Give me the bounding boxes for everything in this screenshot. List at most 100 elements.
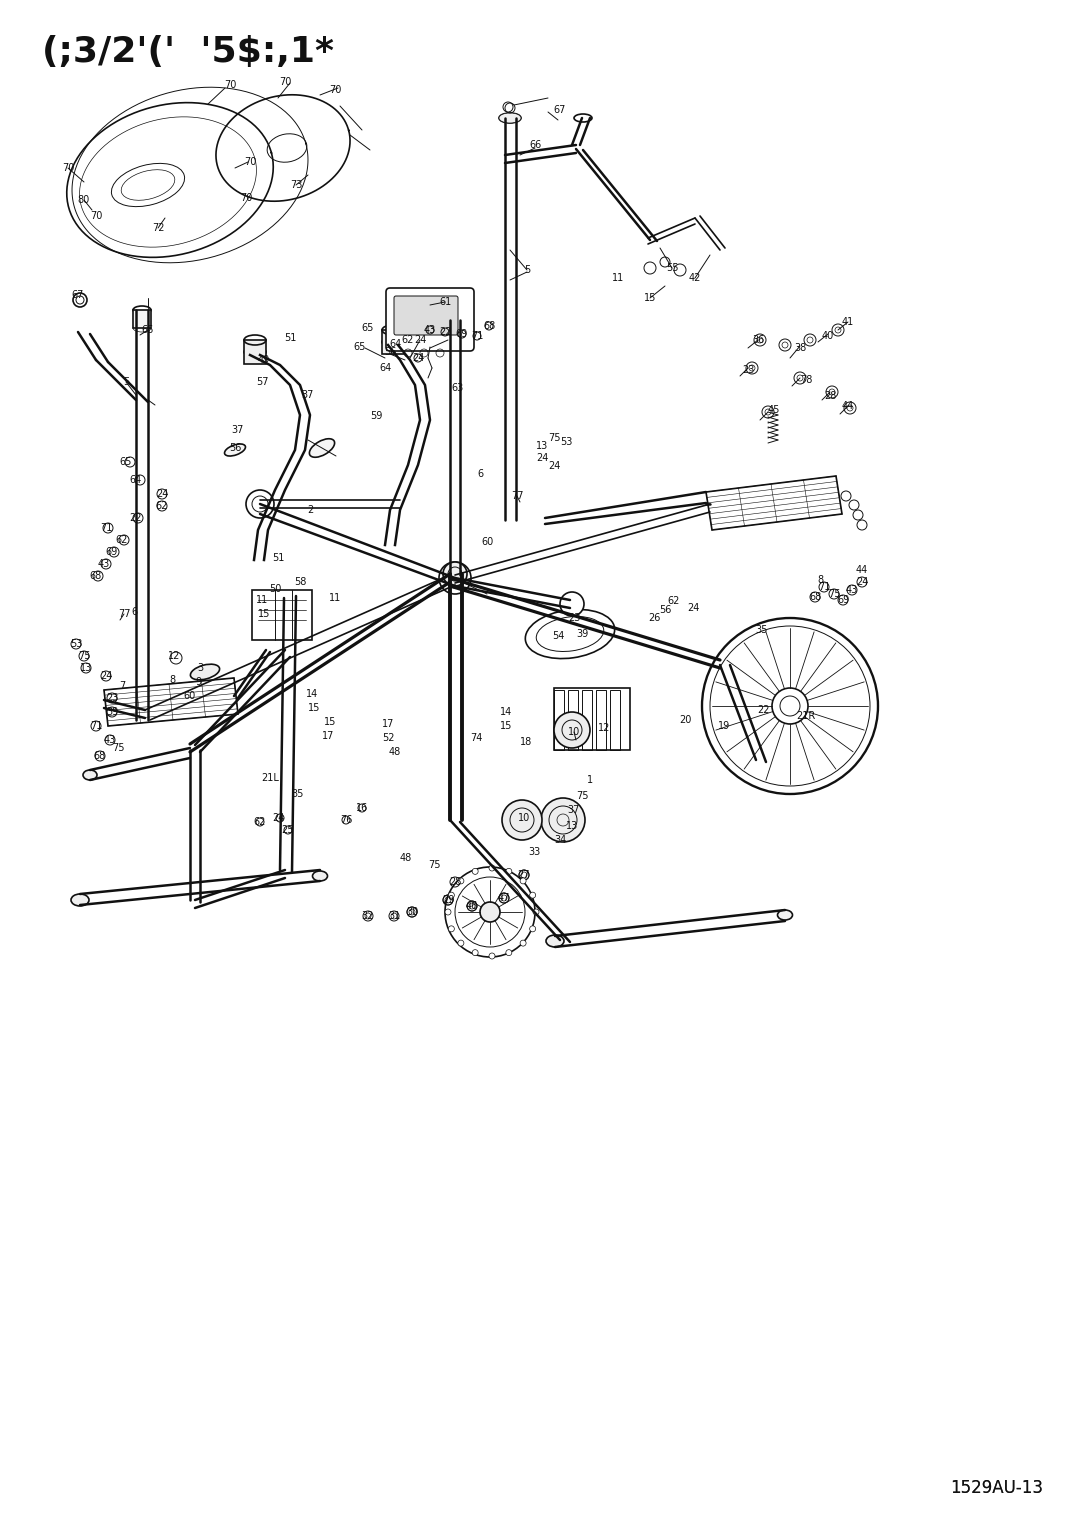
Text: 43: 43 — [846, 585, 859, 596]
Text: 23: 23 — [742, 365, 754, 376]
Text: 78: 78 — [800, 376, 812, 385]
Text: 23: 23 — [568, 612, 580, 623]
Text: 31: 31 — [388, 912, 400, 921]
Text: 25: 25 — [282, 825, 294, 835]
Text: 27: 27 — [517, 870, 530, 880]
Text: 48: 48 — [389, 747, 401, 757]
Text: 69: 69 — [106, 547, 118, 557]
Text: 64: 64 — [130, 475, 143, 486]
Text: 53: 53 — [70, 638, 82, 649]
Text: 2: 2 — [307, 505, 313, 515]
Circle shape — [489, 953, 495, 959]
Text: 54: 54 — [552, 631, 564, 641]
Text: 67: 67 — [554, 105, 566, 115]
Text: 58: 58 — [294, 577, 307, 586]
Text: 38: 38 — [794, 344, 806, 353]
Bar — [554, 690, 564, 750]
Text: 76: 76 — [340, 815, 352, 825]
Text: 50: 50 — [269, 583, 281, 594]
Text: 10: 10 — [568, 727, 580, 738]
Circle shape — [480, 902, 500, 922]
Ellipse shape — [446, 571, 464, 579]
Text: 15: 15 — [644, 293, 657, 302]
Text: 72: 72 — [152, 223, 164, 234]
Text: 47: 47 — [498, 893, 510, 902]
Circle shape — [472, 950, 478, 956]
Text: 65: 65 — [362, 324, 374, 333]
Text: 62: 62 — [254, 817, 266, 828]
Bar — [382, 330, 404, 354]
Text: 62: 62 — [116, 534, 129, 545]
Circle shape — [561, 592, 584, 615]
Text: 34: 34 — [554, 835, 566, 844]
Text: 22: 22 — [438, 327, 451, 337]
Text: 37: 37 — [232, 425, 244, 435]
Text: 1529AU-13: 1529AU-13 — [950, 1480, 1043, 1496]
Text: 69: 69 — [837, 596, 849, 605]
Text: 28: 28 — [449, 876, 461, 887]
Text: 70: 70 — [224, 79, 237, 90]
Text: 8: 8 — [816, 576, 823, 585]
Ellipse shape — [499, 113, 521, 124]
Text: 5: 5 — [123, 377, 130, 386]
Text: 75: 75 — [827, 589, 840, 599]
Circle shape — [541, 799, 585, 841]
Circle shape — [445, 909, 451, 915]
Text: 13: 13 — [80, 663, 92, 673]
Circle shape — [458, 941, 464, 947]
Text: 30: 30 — [406, 907, 418, 918]
Text: 70: 70 — [279, 76, 292, 87]
Text: 73: 73 — [289, 180, 302, 189]
Ellipse shape — [546, 935, 564, 947]
Bar — [568, 690, 578, 750]
Text: 35: 35 — [292, 789, 305, 799]
Text: 70: 70 — [328, 86, 341, 95]
Text: 68: 68 — [809, 592, 821, 602]
Circle shape — [529, 892, 536, 898]
Text: 67: 67 — [71, 290, 84, 299]
Circle shape — [443, 562, 467, 586]
Text: 24: 24 — [855, 577, 868, 586]
Text: 56: 56 — [659, 605, 671, 615]
FancyBboxPatch shape — [386, 289, 474, 351]
Text: 46: 46 — [465, 901, 478, 912]
Circle shape — [246, 490, 274, 518]
Circle shape — [505, 950, 512, 956]
Text: 24: 24 — [536, 454, 549, 463]
Text: 80: 80 — [78, 195, 90, 205]
Text: 77: 77 — [511, 492, 523, 501]
Text: 24: 24 — [414, 334, 427, 345]
Circle shape — [458, 878, 464, 884]
Ellipse shape — [190, 664, 219, 680]
Text: 24: 24 — [548, 461, 561, 470]
Text: 24: 24 — [411, 353, 424, 363]
Text: 16: 16 — [356, 803, 368, 812]
FancyBboxPatch shape — [394, 296, 458, 334]
Text: 9: 9 — [194, 676, 201, 687]
Bar — [582, 690, 592, 750]
Circle shape — [448, 925, 455, 931]
Text: 69: 69 — [456, 328, 468, 339]
Text: 75: 75 — [78, 651, 91, 661]
Text: 26: 26 — [648, 612, 660, 623]
Circle shape — [489, 864, 495, 870]
Circle shape — [448, 892, 455, 898]
Text: 61: 61 — [438, 296, 451, 307]
Text: 8: 8 — [168, 675, 175, 686]
Text: 43: 43 — [423, 325, 436, 334]
Text: 49: 49 — [258, 354, 270, 365]
Text: 68: 68 — [94, 751, 106, 760]
Text: 33: 33 — [528, 847, 540, 857]
Text: 15: 15 — [308, 702, 320, 713]
Circle shape — [521, 941, 526, 947]
Text: 24: 24 — [156, 489, 168, 499]
Text: 1529AU-13: 1529AU-13 — [950, 1480, 1043, 1496]
Text: 43: 43 — [98, 559, 110, 570]
Text: 13: 13 — [566, 822, 578, 831]
Text: 41: 41 — [842, 318, 854, 327]
Text: (;3/2'('  '5$:,1*: (;3/2'(' '5$:,1* — [42, 35, 334, 69]
Text: 43: 43 — [104, 734, 117, 745]
Text: 68: 68 — [483, 321, 495, 331]
Bar — [133, 310, 151, 328]
Text: 70: 70 — [90, 211, 103, 221]
